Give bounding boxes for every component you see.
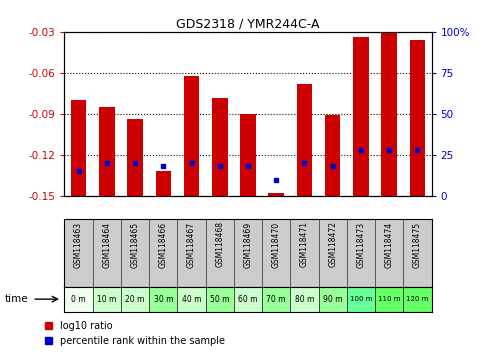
Bar bbox=[325, 115, 340, 196]
Text: GSM118471: GSM118471 bbox=[300, 222, 309, 268]
Bar bbox=[93, 287, 121, 312]
Text: GSM118468: GSM118468 bbox=[215, 222, 224, 268]
Bar bbox=[178, 287, 206, 312]
Bar bbox=[290, 287, 318, 312]
Text: GSM118464: GSM118464 bbox=[102, 222, 111, 268]
Text: 120 m: 120 m bbox=[406, 296, 429, 302]
Bar bbox=[318, 287, 347, 312]
Text: GSM118466: GSM118466 bbox=[159, 222, 168, 268]
Text: 60 m: 60 m bbox=[238, 295, 258, 304]
Bar bbox=[240, 114, 256, 196]
Bar bbox=[127, 119, 143, 196]
Text: GSM118474: GSM118474 bbox=[385, 222, 394, 268]
Bar bbox=[156, 171, 171, 196]
Bar bbox=[149, 287, 178, 312]
Text: time: time bbox=[5, 294, 29, 304]
Text: 70 m: 70 m bbox=[266, 295, 286, 304]
Bar bbox=[71, 100, 86, 196]
Text: 80 m: 80 m bbox=[295, 295, 314, 304]
Bar bbox=[297, 84, 312, 196]
Bar bbox=[403, 287, 432, 312]
Text: GSM118470: GSM118470 bbox=[272, 222, 281, 268]
Text: 50 m: 50 m bbox=[210, 295, 230, 304]
Bar bbox=[347, 287, 375, 312]
Text: GSM118469: GSM118469 bbox=[244, 222, 252, 268]
Text: GSM118465: GSM118465 bbox=[130, 222, 139, 268]
Text: 100 m: 100 m bbox=[350, 296, 372, 302]
Text: 110 m: 110 m bbox=[378, 296, 400, 302]
Bar bbox=[212, 97, 228, 196]
Text: GSM118467: GSM118467 bbox=[187, 222, 196, 268]
Bar bbox=[184, 76, 199, 196]
Legend: log10 ratio, percentile rank within the sample: log10 ratio, percentile rank within the … bbox=[45, 321, 225, 346]
Bar bbox=[410, 40, 425, 196]
Bar bbox=[375, 287, 403, 312]
Bar bbox=[262, 287, 290, 312]
Bar bbox=[353, 37, 369, 196]
Bar bbox=[99, 107, 115, 196]
Bar bbox=[268, 193, 284, 196]
Text: 20 m: 20 m bbox=[125, 295, 145, 304]
Title: GDS2318 / YMR244C-A: GDS2318 / YMR244C-A bbox=[176, 18, 320, 31]
Text: 30 m: 30 m bbox=[154, 295, 173, 304]
Bar bbox=[64, 287, 93, 312]
Text: 40 m: 40 m bbox=[182, 295, 201, 304]
Text: GSM118472: GSM118472 bbox=[328, 222, 337, 268]
Text: GSM118473: GSM118473 bbox=[357, 222, 366, 268]
Text: 10 m: 10 m bbox=[97, 295, 117, 304]
Bar bbox=[206, 287, 234, 312]
Bar bbox=[234, 287, 262, 312]
Bar bbox=[381, 33, 397, 196]
Text: GSM118475: GSM118475 bbox=[413, 222, 422, 268]
Text: 90 m: 90 m bbox=[323, 295, 342, 304]
Text: GSM118463: GSM118463 bbox=[74, 222, 83, 268]
Bar bbox=[121, 287, 149, 312]
Text: 0 m: 0 m bbox=[71, 295, 86, 304]
